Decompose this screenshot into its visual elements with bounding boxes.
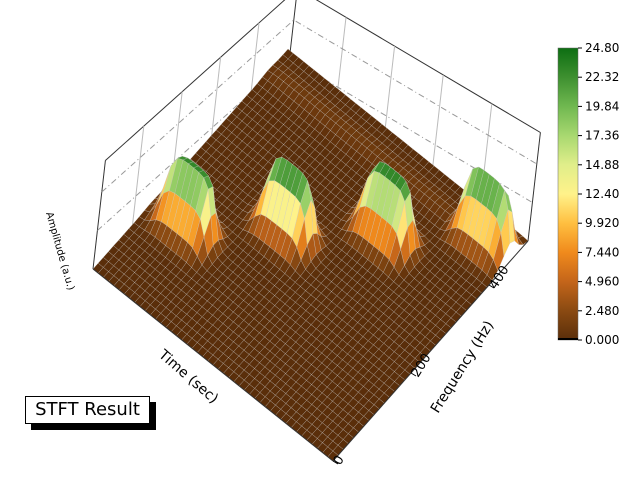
y-tick — [410, 372, 417, 377]
stft-result-label: STFT Result — [25, 396, 150, 424]
colorbar-tick-label: 9.920 — [585, 216, 619, 230]
colorbar-tick-label: 14.88 — [585, 158, 619, 172]
colorbar-tick-label: 22.32 — [585, 70, 619, 84]
colorbar-tick-label: 24.80 — [585, 41, 619, 55]
colorbar-tick-label: 0.000 — [585, 333, 619, 347]
stft-result-badge: STFT Result — [25, 396, 156, 430]
box-edge — [105, 0, 286, 161]
box-edge — [527, 132, 541, 242]
colorbar-tick-label: 4.960 — [585, 275, 619, 289]
wall-level-line — [101, 19, 538, 193]
surface-mesh — [92, 48, 529, 462]
floor-edge — [92, 268, 334, 462]
floor-edge — [332, 240, 529, 462]
plot-box-front — [92, 240, 529, 462]
colorbar-tick-label: 12.40 — [585, 187, 619, 201]
y-tick — [332, 460, 339, 465]
y-tick-label: 0 — [331, 453, 348, 468]
colorbar-gradient — [557, 47, 579, 341]
colorbar: 24.80 22.32 19.84 17.36 14.88 12.40 9.920 7.440… — [557, 41, 619, 347]
colorbar-tick-label: 17.36 — [585, 129, 619, 143]
z-axis-label: Amplitude (a.u.) — [43, 211, 76, 292]
box-edge — [92, 160, 106, 270]
box-edge — [315, 0, 541, 133]
wall-level-line — [97, 57, 533, 231]
colorbar-tick-label: 7.440 — [585, 245, 619, 259]
colorbar-tick-label: 2.480 — [585, 304, 619, 318]
wall-grid-line — [130, 126, 145, 235]
colorbar-tick-label: 19.84 — [585, 99, 619, 113]
y-tick — [488, 284, 495, 289]
colorbar-base — [558, 338, 578, 340]
